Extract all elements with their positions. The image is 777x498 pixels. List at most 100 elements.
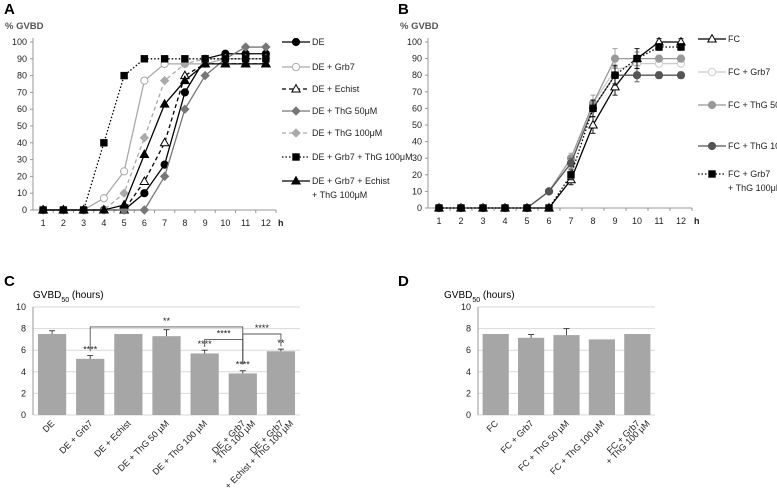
y-tick-label: 0 <box>21 410 26 420</box>
y-tick-label: 30 <box>412 153 422 163</box>
data-point <box>200 58 211 68</box>
y-tick-label: 30 <box>17 155 27 165</box>
y-tick-label: 40 <box>17 138 27 148</box>
series-line <box>439 41 681 209</box>
series-line <box>43 58 266 211</box>
data-point <box>633 54 641 63</box>
x-tick-label: 3 <box>81 218 86 228</box>
panel-label-a: A <box>4 1 15 18</box>
y-tick-label: 4 <box>466 367 471 377</box>
x-axis-label: h <box>278 218 284 228</box>
series-line <box>439 46 681 209</box>
y-tick-label: 100 <box>12 37 27 47</box>
legend-marker <box>292 153 300 161</box>
legend-label: DE + Grb7 <box>312 62 355 72</box>
data-point <box>159 98 170 108</box>
data-point <box>120 71 128 80</box>
data-point <box>544 187 554 196</box>
bracket-label: **** <box>217 328 232 338</box>
series-4: FC + Grb7 + ThG 100μM <box>435 43 777 212</box>
x-tick-label: 1 <box>436 216 441 226</box>
data-point <box>78 204 89 214</box>
data-point <box>99 194 108 203</box>
data-point <box>58 204 69 214</box>
bar <box>266 351 296 415</box>
data-point <box>119 199 130 209</box>
legend-label: FC <box>728 34 740 44</box>
y-tick-label: 0 <box>417 203 422 213</box>
data-point <box>677 43 685 51</box>
bar <box>114 334 143 415</box>
x-tick-label: 12 <box>676 216 686 226</box>
series-line <box>43 63 266 211</box>
legend-marker <box>291 128 301 138</box>
data-point <box>632 71 642 80</box>
legend-marker <box>707 141 717 151</box>
data-point <box>160 55 169 63</box>
legend-marker <box>707 67 717 77</box>
y-tick-label: 80 <box>17 71 27 81</box>
x-tick-label: 9 <box>203 218 208 228</box>
y-tick-label: 8 <box>466 324 471 334</box>
y-tick-label: 0 <box>22 205 27 215</box>
x-tick-label: 12 <box>261 218 271 228</box>
x-tick-label: 7 <box>568 216 573 226</box>
y-tick-label: 80 <box>412 70 422 80</box>
y-tick-label: 8 <box>21 324 26 334</box>
legend-marker <box>290 83 302 93</box>
data-point <box>139 205 150 215</box>
y-tick-label: 4 <box>21 367 26 377</box>
y-tick-label: 10 <box>17 188 27 198</box>
data-point <box>587 119 599 129</box>
legend-marker <box>291 106 301 116</box>
data-point <box>654 71 664 80</box>
y-tick-label: 100 <box>407 37 422 47</box>
x-tick-label: DE + Echist <box>92 418 133 459</box>
legend-marker <box>707 100 717 110</box>
data-point <box>139 176 150 185</box>
y-tick-label: 6 <box>466 345 471 355</box>
legend-marker <box>290 175 302 185</box>
y-tick-label: 50 <box>412 120 422 130</box>
y-tick-label: 2 <box>466 388 471 398</box>
y-axis-label: % GVBD <box>5 21 44 32</box>
series-2: FC + ThG 50μM <box>434 48 777 213</box>
bracket-label: **** <box>255 323 270 333</box>
data-point <box>240 42 251 52</box>
y-tick-label: 10 <box>412 186 422 196</box>
data-point <box>545 204 553 212</box>
data-point <box>523 204 531 212</box>
x-tick-label: DE <box>41 418 57 434</box>
legend-label: DE + Grb7 + ThG 100μM <box>312 152 413 162</box>
x-tick-label: 4 <box>101 218 106 228</box>
data-point <box>567 171 575 179</box>
y-axis-label: % GVBD <box>400 21 439 32</box>
x-tick-label: 2 <box>61 218 66 228</box>
x-tick-label: DE + Grb7 <box>57 418 94 455</box>
legend-marker <box>708 170 716 178</box>
data-point <box>140 189 149 198</box>
bar <box>228 373 257 415</box>
data-point <box>457 204 465 212</box>
data-point <box>38 204 49 214</box>
data-point <box>261 42 271 52</box>
data-point <box>159 137 170 147</box>
bar <box>518 337 545 415</box>
bar <box>190 353 219 415</box>
data-point <box>179 75 190 85</box>
data-point <box>181 55 189 63</box>
data-point <box>566 159 576 168</box>
data-point <box>200 70 210 81</box>
significance-label: **** <box>236 360 251 370</box>
x-tick-label: 8 <box>590 216 595 226</box>
x-tick-label: 10 <box>632 216 642 226</box>
bar <box>37 334 67 415</box>
series-line <box>439 57 681 209</box>
data-point <box>589 104 597 113</box>
data-point <box>435 204 443 212</box>
y-tick-label: 70 <box>412 87 422 97</box>
data-point <box>120 167 129 176</box>
y-tick-label: 50 <box>17 121 27 131</box>
data-point <box>98 204 109 214</box>
